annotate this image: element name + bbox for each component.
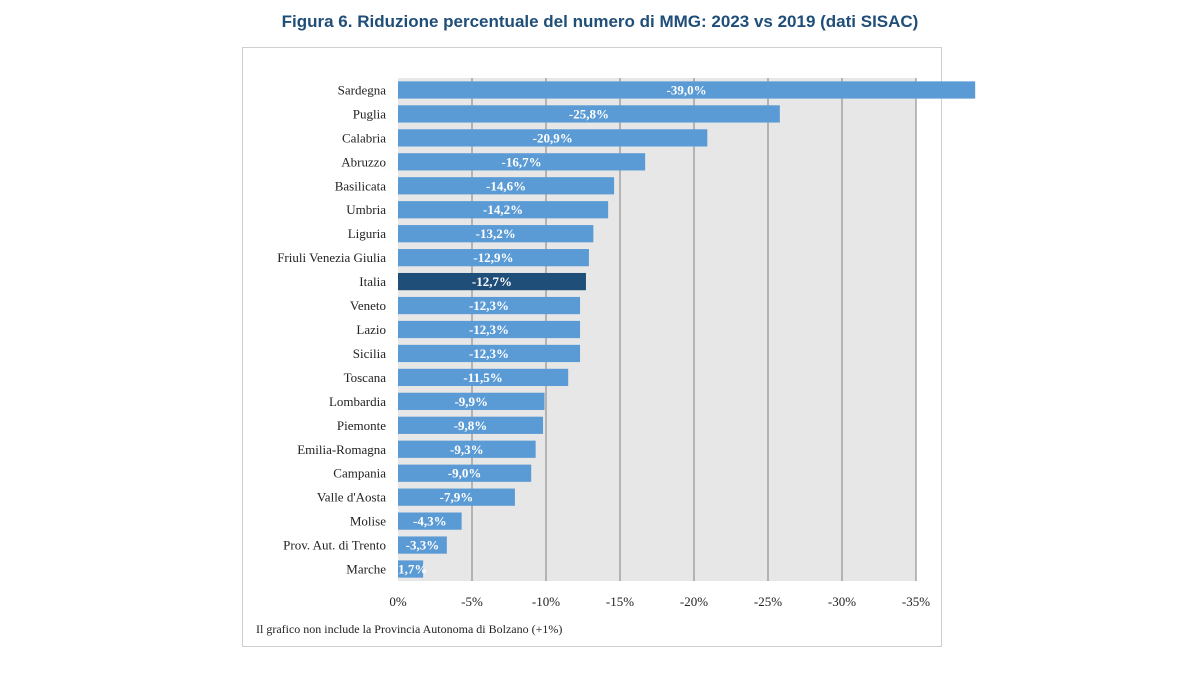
bar [398,225,594,243]
chart-footnote: Il grafico non include la Provincia Auto… [256,622,563,636]
bar [398,368,569,387]
category-label: Sardegna [338,82,387,97]
x-tick-label: -5% [461,594,483,609]
bar [398,105,780,123]
data-label: -9,3% [450,442,484,457]
category-label: Puglia [353,106,386,121]
data-label: -12,7% [472,274,512,289]
category-label: Calabria [342,130,386,145]
x-tick-label: -20% [680,594,708,609]
bar [398,153,646,171]
bar [398,201,609,219]
x-tick-label: -30% [828,594,856,609]
data-label: -1,7% [394,562,428,577]
category-label: Italia [359,274,386,289]
data-label: -9,8% [454,418,488,433]
category-label: Lazio [356,322,386,337]
bar [398,488,515,506]
bar [398,249,589,267]
bar [398,560,424,578]
data-label: -9,9% [454,394,488,409]
category-label: Sicilia [353,346,386,361]
data-label: -12,3% [469,346,509,361]
bar [398,129,708,147]
bar [398,512,462,530]
data-label: -4,3% [413,514,447,529]
category-label: Abruzzo [341,154,386,169]
bar [398,272,586,291]
category-label: Piemonte [337,418,386,433]
category-label: Toscana [344,370,387,385]
bar [398,392,545,410]
category-label: Friuli Venezia Giulia [277,250,386,265]
bar [398,320,581,339]
category-label: Umbria [346,202,386,217]
category-label: Marche [346,562,386,577]
data-label: -39,0% [667,82,707,97]
bar [398,296,581,315]
data-label: -25,8% [569,106,609,121]
category-label: Prov. Aut. di Trento [283,538,386,553]
data-label: -11,5% [463,370,502,385]
category-label: Liguria [348,226,386,241]
data-label: -9,0% [448,466,482,481]
data-label: -14,2% [483,202,523,217]
data-label: -7,9% [440,490,474,505]
bar [398,177,615,195]
category-label: Basilicata [335,178,386,193]
x-tick-label: -10% [532,594,560,609]
category-label: Emilia-Romagna [297,442,386,457]
category-label: Veneto [350,298,386,313]
x-tick-label: 0% [389,594,407,609]
x-tick-label: -35% [902,594,930,609]
category-label: Campania [333,466,386,481]
data-label: -12,3% [469,298,509,313]
data-label: -12,3% [469,322,509,337]
bar [398,440,536,458]
category-label: Molise [350,514,386,529]
data-label: -16,7% [502,154,542,169]
data-label: -3,3% [406,538,440,553]
bar [398,344,581,363]
bar [398,81,976,99]
data-label: -12,9% [473,250,513,265]
x-tick-label: -25% [754,594,782,609]
bar [398,464,532,482]
data-label: -20,9% [533,130,573,145]
bar [398,536,447,554]
bar [398,416,544,434]
data-label: -13,2% [476,226,516,241]
chart-title: Figura 6. Riduzione percentuale del nume… [281,12,919,31]
category-label: Lombardia [329,394,386,409]
data-label: -14,6% [486,178,526,193]
x-tick-label: -15% [606,594,634,609]
category-label: Valle d'Aosta [317,490,386,505]
